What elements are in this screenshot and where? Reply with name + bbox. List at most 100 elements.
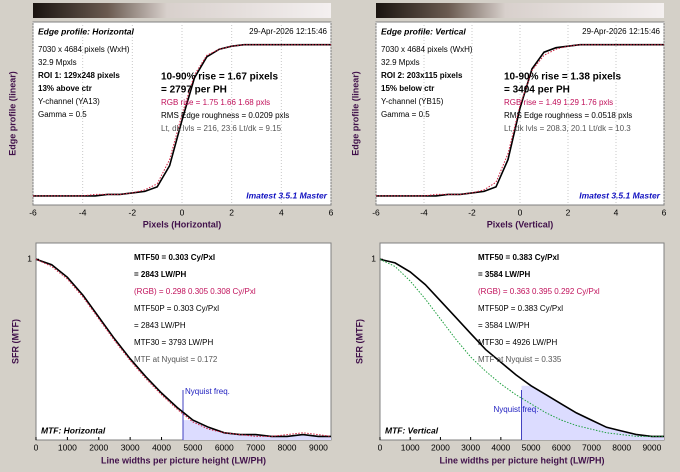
x-tick-label: 7000 (582, 442, 601, 452)
result-line: MTF30 = 4926 LW/PH (478, 338, 557, 347)
result-line: = 3584 LW/PH (478, 321, 530, 330)
nyquist-area (521, 385, 664, 440)
result-line: RMS Edge roughness = 0.0518 pxls (504, 111, 632, 120)
info-line: 7030 x 4684 pixels (WxH) (38, 45, 130, 54)
y-tick-label: 1 (371, 254, 376, 264)
result-line: MTF50P = 0.383 Cy/Pxl (478, 304, 563, 313)
x-tick-label: 1000 (58, 442, 77, 452)
info-line: 32.9 Mpxls (381, 58, 420, 67)
x-tick-label: 0 (34, 442, 39, 452)
result-line: MTF50 = 0.303 Cy/Pxl (134, 253, 215, 262)
result-line: 10-90% rise = 1.38 pixels (504, 72, 621, 83)
nyquist-label: Nyquist freq. (494, 405, 539, 414)
x-tick-label: 8000 (612, 442, 631, 452)
chart-title: MTF: Horizontal (41, 425, 106, 435)
x-tick-label: 4000 (491, 442, 510, 452)
result-line: = 3584 LW/PH (478, 270, 530, 279)
x-tick-label: 6000 (215, 442, 234, 452)
x-tick-label: 4 (614, 207, 619, 217)
result-line: 10-90% rise = 1.67 pixels (161, 72, 278, 83)
chart-title: Edge profile: Vertical (381, 26, 466, 36)
x-tick-label: 4 (279, 207, 284, 217)
x-tick-label: 6000 (552, 442, 571, 452)
x-tick-label: 8000 (278, 442, 297, 452)
x-tick-label: 0 (180, 207, 185, 217)
date: 29-Apr-2026 12:15:46 (582, 27, 660, 36)
x-tick-label: 1000 (401, 442, 420, 452)
x-axis-label: Pixels (Horizontal) (143, 219, 222, 229)
nyquist-area (182, 420, 331, 440)
info-line: Y-channel (YA13) (38, 97, 100, 106)
series-line (376, 44, 664, 197)
x-tick-label: 7000 (246, 442, 265, 452)
info-line: 7030 x 4684 pixels (WxH) (381, 45, 473, 54)
x-tick-label: 6 (329, 207, 334, 217)
info-line: Gamma = 0.5 (38, 110, 87, 119)
result-line: = 2843 LW/PH (134, 321, 186, 330)
x-tick-label: 9000 (642, 442, 661, 452)
y-axis-label: SFR (MTF) (354, 319, 364, 364)
x-tick-label: -6 (372, 207, 380, 217)
series-line (379, 258, 664, 438)
result-line: Lt, dk lvls = 216, 23.6 Lt/dk = 9.15 (161, 124, 282, 133)
result-line: RMS Edge roughness = 0.0209 pxls (161, 111, 289, 120)
x-tick-label: -4 (79, 207, 87, 217)
result-line: MTF30 = 3793 LW/PH (134, 338, 213, 347)
nyquist-label: Nyquist freq. (185, 387, 230, 396)
x-tick-label: -2 (468, 207, 476, 217)
series-line (35, 258, 331, 438)
result-line: MTF at Nyquist = 0.172 (134, 355, 218, 364)
result-line: (RGB) = 0.363 0.395 0.292 Cy/Pxl (478, 287, 600, 296)
x-tick-label: 2 (566, 207, 571, 217)
gradient-bar (33, 3, 331, 18)
plot-area (35, 242, 332, 441)
x-tick-label: 2 (229, 207, 234, 217)
chart-title: MTF: Vertical (385, 425, 439, 435)
info-line: Gamma = 0.5 (381, 110, 430, 119)
date: 29-Apr-2026 12:15:46 (249, 27, 327, 36)
x-tick-label: 4000 (152, 442, 171, 452)
x-tick-label: 2000 (89, 442, 108, 452)
watermark: Imatest 3.5.1 Master (579, 190, 660, 200)
info-line: 32.9 Mpxls (38, 58, 77, 67)
y-tick-label: 1 (27, 254, 32, 264)
series-line (35, 258, 332, 437)
result-line: MTF50P = 0.303 Cy/Pxl (134, 304, 219, 313)
x-tick-label: 3000 (461, 442, 480, 452)
x-tick-label: 2000 (431, 442, 450, 452)
info-line: ROI 2: 203x115 pixels (381, 71, 463, 80)
info-line: Y-channel (YB15) (381, 97, 444, 106)
result-line: RGB rise = 1.49 1.29 1.76 pxls (504, 98, 613, 107)
x-axis-label: Line widths per picture height (LW/PH) (101, 455, 266, 465)
result-line: = 3404 per PH (504, 85, 570, 96)
y-axis-label: SFR (MTF) (10, 319, 20, 364)
gradient-bar (376, 3, 664, 18)
x-tick-label: -6 (29, 207, 37, 217)
result-line: = 2843 LW/PH (134, 270, 186, 279)
info-line: ROI 1: 129x248 pixels (38, 71, 120, 80)
x-tick-label: 0 (518, 207, 523, 217)
y-axis-label: Edge profile (linear) (350, 71, 360, 156)
x-axis-label: Line widths per picture height (LW/PH) (439, 455, 604, 465)
x-tick-label: 9000 (309, 442, 328, 452)
x-axis-label: Pixels (Vertical) (487, 219, 554, 229)
x-tick-label: 5000 (183, 442, 202, 452)
chart-title: Edge profile: Horizontal (38, 26, 135, 36)
result-line: MTF50 = 0.383 Cy/Pxl (478, 253, 559, 262)
series-line (33, 43, 331, 197)
info-line: 15% below ctr (381, 84, 434, 93)
x-tick-label: 5000 (522, 442, 541, 452)
x-tick-label: -4 (420, 207, 428, 217)
result-line: Lt, dk lvls = 208.3, 20.1 Lt/dk = 10.3 (504, 124, 631, 133)
result-line: = 2797 per PH (161, 85, 227, 96)
result-line: MTF at Nyquist = 0.335 (478, 355, 562, 364)
watermark: Imatest 3.5.1 Master (246, 190, 327, 200)
x-tick-label: -2 (129, 207, 137, 217)
y-axis-label: Edge profile (linear) (7, 71, 17, 156)
info-line: 13% above ctr (38, 84, 92, 93)
x-tick-label: 3000 (121, 442, 140, 452)
x-tick-label: 6 (662, 207, 667, 217)
result-line: RGB rise = 1.75 1.66 1.68 pxls (161, 98, 270, 107)
result-line: (RGB) = 0.298 0.305 0.308 Cy/Pxl (134, 287, 256, 296)
